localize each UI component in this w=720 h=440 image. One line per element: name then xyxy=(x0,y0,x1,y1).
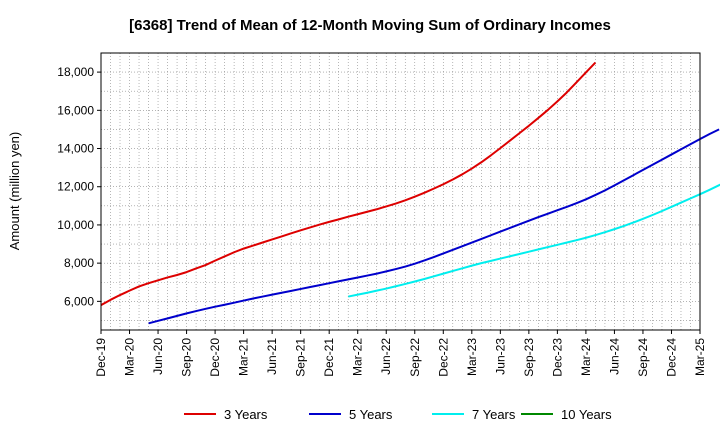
x-tick-label: Mar-22 xyxy=(351,338,365,376)
x-tick-label: Jun-20 xyxy=(151,338,165,375)
series-line-5-years xyxy=(148,128,720,325)
x-tick-label: Sep-20 xyxy=(180,338,194,377)
x-tick-label: Dec-22 xyxy=(436,338,450,377)
series-line-3-years xyxy=(100,61,597,307)
x-tick-label: Jun-21 xyxy=(265,338,279,375)
legend-label: 10 Years xyxy=(561,407,612,422)
legend-label: 7 Years xyxy=(472,407,516,422)
legend-label: 5 Years xyxy=(349,407,393,422)
series-line-7-years xyxy=(348,183,720,298)
x-tick-label: Dec-24 xyxy=(664,338,678,377)
series-lines xyxy=(100,61,720,325)
x-tick-label: Dec-19 xyxy=(94,338,108,377)
plot-frame xyxy=(100,52,701,331)
x-tick-label: Jun-23 xyxy=(493,338,507,375)
y-tick-label: 16,000 xyxy=(57,103,94,117)
y-tick-label: 12,000 xyxy=(57,180,94,194)
legend: 3 Years 5 Years 7 Years 10 Years xyxy=(184,407,612,422)
x-tick-label: Sep-24 xyxy=(636,338,650,377)
x-tick-label: Mar-20 xyxy=(123,338,137,376)
legend-label: 3 Years xyxy=(224,407,268,422)
y-tick-label: 10,000 xyxy=(57,218,94,232)
x-tick-label: Mar-21 xyxy=(237,338,251,376)
x-tick-label: Dec-21 xyxy=(322,338,336,377)
x-tick-label: Sep-22 xyxy=(408,338,422,377)
x-tick-label: Mar-24 xyxy=(579,338,593,376)
x-tick-label: Mar-25 xyxy=(693,338,707,376)
x-tick-label: Dec-20 xyxy=(208,338,222,377)
y-tick-label: 14,000 xyxy=(57,142,94,156)
x-tick-label: Jun-24 xyxy=(607,338,621,375)
y-tick-label: 8,000 xyxy=(64,256,94,270)
y-axis-label: Amount (million yen) xyxy=(7,132,22,251)
y-axis-ticks: 6,000 8,000 10,000 12,000 14,000 16,000 18,000 xyxy=(57,65,101,308)
grid-lines xyxy=(101,53,700,330)
x-tick-label: Dec-23 xyxy=(550,338,564,377)
y-tick-label: 6,000 xyxy=(64,294,94,308)
y-tick-label: 18,000 xyxy=(57,65,94,79)
x-tick-label: Sep-21 xyxy=(294,338,308,377)
x-axis-ticks: Dec-19 Mar-20 Jun-20 Sep-20 Dec-20 Mar-21 Jun-… xyxy=(94,330,707,377)
chart-title: [6368] Trend of Mean of 12-Month Moving … xyxy=(129,17,611,34)
x-tick-label: Jun-22 xyxy=(379,338,393,375)
x-tick-label: Mar-23 xyxy=(465,338,479,376)
x-tick-label: Sep-23 xyxy=(522,338,536,377)
